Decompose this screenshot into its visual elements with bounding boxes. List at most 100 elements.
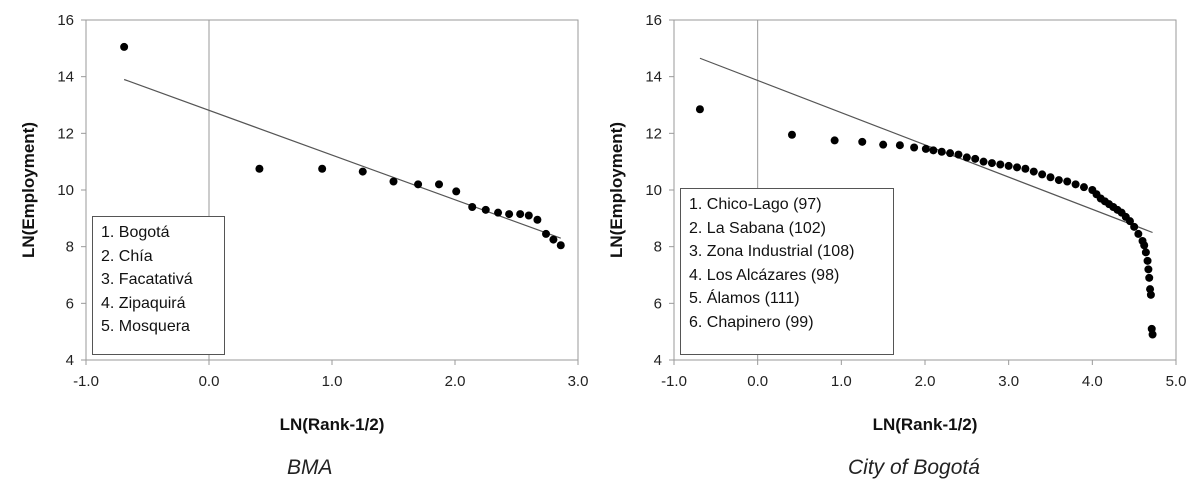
data-point: [979, 157, 988, 166]
data-point: [549, 235, 558, 244]
legend-entry: 5. Mosquera: [101, 318, 190, 335]
y-tick-label: 6: [66, 295, 74, 312]
data-point: [879, 140, 888, 149]
data-point: [1140, 241, 1149, 250]
data-point: [1079, 183, 1088, 192]
data-point: [1141, 248, 1150, 257]
data-point: [895, 141, 904, 150]
data-point: [120, 42, 129, 51]
data-point: [414, 180, 423, 189]
legend-entry: 4. Los Alcázares (98): [689, 266, 840, 284]
y-tick-label: 14: [57, 69, 74, 86]
data-point: [1144, 265, 1153, 274]
y-tick-label: 6: [654, 295, 662, 312]
y-axis-title: LN(Employment): [19, 122, 38, 258]
data-point: [1130, 222, 1139, 231]
data-point: [910, 143, 919, 152]
data-point: [533, 215, 542, 224]
data-point: [1046, 173, 1055, 182]
data-point: [318, 164, 327, 173]
bma-legend: 1. Bogotá 2. Chía 3. Facatativá 4. Zipaq…: [92, 216, 225, 355]
data-point: [1054, 176, 1063, 185]
data-point: [524, 211, 533, 220]
data-point: [937, 147, 946, 156]
x-tick-label: 0.0: [199, 373, 220, 390]
data-point: [1063, 177, 1072, 186]
y-tick-label: 8: [654, 239, 662, 256]
x-tick-label: 1.0: [322, 373, 343, 390]
data-point: [954, 150, 963, 159]
y-axis-title: LN(Employment): [607, 122, 626, 258]
data-point: [971, 154, 980, 163]
data-point: [1021, 164, 1030, 173]
legend-entry: 2. La Sabana (102): [689, 219, 826, 237]
data-point: [494, 208, 503, 217]
legend-entry: 4. Zipaquirá: [101, 294, 186, 312]
data-point: [695, 105, 704, 114]
x-tick-label: 1.0: [831, 373, 852, 390]
x-tick-label: 3.0: [568, 373, 589, 390]
data-point: [830, 136, 839, 145]
bogota-legend: 1. Chico-Lago (97) 2. La Sabana (102) 3.…: [680, 188, 894, 355]
legend-entry: 1. Chico-Lago (97): [689, 196, 822, 213]
data-point: [516, 210, 525, 219]
x-tick-label: 2.0: [915, 373, 936, 390]
data-point: [1029, 167, 1038, 176]
y-tick-label: 16: [57, 12, 74, 29]
y-tick-label: 4: [654, 352, 662, 369]
x-tick-label: -1.0: [661, 373, 687, 390]
bogota-chart-panel: -1.0 0.0 1.0 2.0 3.0 4.0 5.0 4 6 8 10 12 14 16 LN(Rank…: [596, 0, 1192, 485]
y-tick-label: 16: [645, 12, 662, 29]
data-point: [389, 177, 398, 186]
x-tick-label: 4.0: [1082, 373, 1103, 390]
data-point: [1125, 217, 1134, 226]
y-tick-label: 10: [57, 182, 74, 199]
y-tick-label: 8: [66, 239, 74, 256]
data-point: [921, 144, 930, 153]
data-point: [962, 153, 971, 162]
x-tick-label: 5.0: [1166, 373, 1187, 390]
data-point: [1146, 290, 1155, 299]
data-point: [435, 180, 444, 189]
data-point: [542, 229, 551, 238]
legend-entry: 6. Chapinero (99): [689, 313, 814, 331]
bma-scatter-plot: -1.0 0.0 1.0 2.0 3.0 4 6 8 10 12 14 16 LN(Rank-1/2) L…: [19, 12, 589, 434]
y-tick-label: 12: [57, 125, 74, 142]
data-point: [858, 137, 867, 146]
x-tick-label: -1.0: [73, 373, 99, 390]
data-point: [996, 160, 1005, 169]
bma-chart-panel: -1.0 0.0 1.0 2.0 3.0 4 6 8 10 12 14 16 LN(Rank-1/2) L…: [19, 12, 589, 479]
data-point: [358, 167, 367, 176]
y-tick-label: 14: [645, 69, 662, 86]
data-point: [468, 203, 477, 211]
y-tick-label: 12: [645, 125, 662, 142]
data-point: [1148, 330, 1157, 339]
data-point: [1134, 229, 1143, 238]
legend-entry: 5. Álamos (111): [689, 290, 800, 307]
bma-caption: BMA: [287, 456, 333, 479]
legend-entry: 3. Facatativá: [101, 271, 193, 288]
data-point: [946, 149, 955, 158]
x-tick-label: 0.0: [747, 373, 768, 390]
data-point: [1013, 163, 1022, 172]
data-point: [987, 159, 996, 168]
data-point: [556, 241, 565, 250]
data-point: [1145, 273, 1154, 282]
data-point: [1071, 180, 1080, 189]
y-tick-label: 10: [645, 182, 662, 199]
x-tick-label: 2.0: [445, 373, 466, 390]
legend-entry: 3. Zona Industrial (108): [689, 243, 855, 260]
legend-entry: 2. Chía: [101, 247, 153, 265]
legend-entry: 1. Bogotá: [101, 224, 170, 241]
x-axis-title: LN(Rank-1/2): [280, 415, 385, 434]
data-point: [481, 205, 490, 214]
bogota-caption: City of Bogotá: [848, 456, 980, 479]
data-point: [787, 130, 796, 139]
data-point: [452, 187, 461, 196]
x-axis-title: LN(Rank-1/2): [873, 415, 978, 434]
data-point: [1004, 161, 1013, 170]
x-tick-label: 3.0: [998, 373, 1019, 390]
data-point: [505, 210, 514, 219]
data-point: [1038, 170, 1047, 179]
y-tick-label: 4: [66, 352, 74, 369]
